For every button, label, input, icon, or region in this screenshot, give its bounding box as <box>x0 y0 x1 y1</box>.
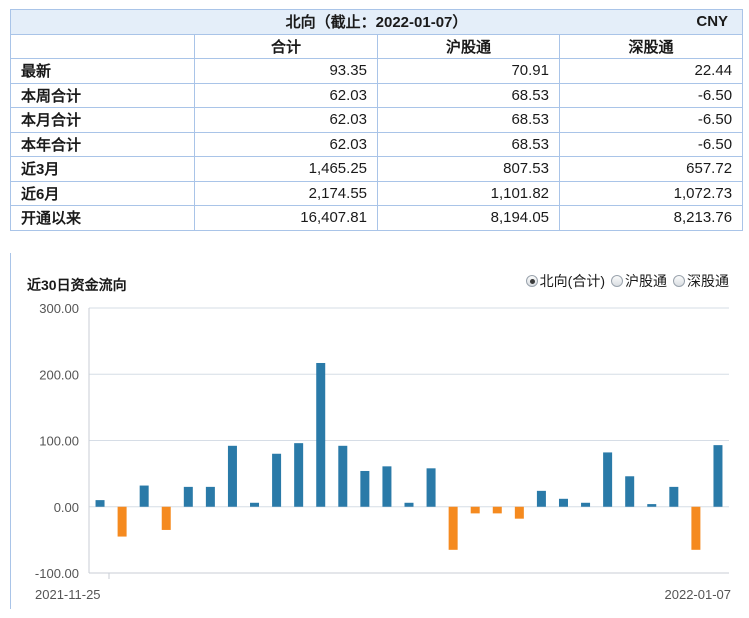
cell-total: 16,407.81 <box>194 205 378 231</box>
series-radio-group: 北向(合计) 沪股通 深股通 <box>525 271 729 291</box>
row-label: 本月合计 <box>10 107 195 133</box>
row-label: 开通以来 <box>10 205 195 231</box>
row-label: 最新 <box>10 58 195 84</box>
bar <box>603 452 613 507</box>
cell-total: 62.03 <box>194 107 378 133</box>
cell-total: 1,465.25 <box>194 156 378 182</box>
radio-unchecked-icon[interactable] <box>611 275 623 287</box>
cell-total: 93.35 <box>194 58 378 84</box>
cell-total: 62.03 <box>194 131 378 157</box>
bar <box>117 506 127 537</box>
column-header-total: 合计 <box>194 33 378 59</box>
cell-shanghai: 807.53 <box>377 156 560 182</box>
radio-shanghai[interactable]: 沪股通 <box>611 271 667 291</box>
radio-north-total[interactable]: 北向(合计) <box>525 271 605 291</box>
radio-unchecked-icon[interactable] <box>673 275 685 287</box>
bar <box>227 445 237 507</box>
table-title-row: 北向（截止：2022-01-07） CNY <box>9 9 744 35</box>
cell-shenzhen: -6.50 <box>558 131 744 157</box>
column-header-shenzhen: 深股通 <box>558 33 744 59</box>
row-label: 本年合计 <box>10 131 195 157</box>
y-tick-label: 100.00 <box>39 434 79 449</box>
northbound-flow-table: 北向（截止：2022-01-07） CNY 合计 沪股通 深股通 最新 93.3… <box>9 9 744 231</box>
table-row: 开通以来 16,407.81 8,194.05 8,213.76 <box>10 205 744 231</box>
bar <box>514 506 524 519</box>
row-label: 近3月 <box>10 156 195 182</box>
y-tick-label: -100.00 <box>35 566 79 581</box>
currency-label: CNY <box>696 13 729 30</box>
radio-shenzhen[interactable]: 深股通 <box>673 271 729 291</box>
cell-shenzhen: 22.44 <box>558 58 744 84</box>
row-label: 本周合计 <box>10 82 195 108</box>
bar <box>382 466 392 507</box>
bar <box>404 502 414 507</box>
table-row: 本年合计 62.03 68.53 -6.50 <box>10 131 744 157</box>
bar <box>338 445 348 507</box>
cell-shanghai: 68.53 <box>377 82 560 108</box>
y-tick-label: 300.00 <box>39 301 79 316</box>
cell-total: 2,174.55 <box>194 180 378 206</box>
table-row: 本月合计 62.03 68.53 -6.50 <box>10 107 744 133</box>
bar <box>448 506 458 550</box>
bar <box>95 500 105 507</box>
cell-total: 62.03 <box>194 82 378 108</box>
table-title-cell: 北向（截止：2022-01-07） CNY <box>9 9 744 35</box>
bar <box>492 506 502 514</box>
table-row: 近3月 1,465.25 807.53 657.72 <box>10 156 744 182</box>
bar <box>250 502 260 507</box>
bar <box>272 453 282 507</box>
bar <box>183 486 193 507</box>
bar <box>713 445 723 507</box>
northbound-panel: 北向（截止：2022-01-07） CNY 合计 沪股通 深股通 最新 93.3… <box>9 9 744 609</box>
cell-shanghai: 1,101.82 <box>377 180 560 206</box>
bar <box>625 476 635 507</box>
radio-label[interactable]: 沪股通 <box>625 273 667 289</box>
column-header-blank <box>10 33 195 59</box>
table-row: 近6月 2,174.55 1,101.82 1,072.73 <box>10 180 744 206</box>
bar <box>669 486 679 507</box>
chart-panel: 300.00 200.00 100.00 0.00 -100.00 2021-11-25 2… <box>10 253 741 609</box>
bar <box>161 506 171 530</box>
table-title: 北向（截止：2022-01-07） <box>285 14 468 32</box>
radio-checked-icon[interactable] <box>525 275 538 287</box>
radio-label[interactable]: 北向(合计) <box>539 273 605 289</box>
y-tick-label: 0.00 <box>54 500 79 515</box>
bar <box>536 490 546 507</box>
cell-shanghai: 68.53 <box>377 131 560 157</box>
cell-shanghai: 8,194.05 <box>377 205 560 231</box>
x-end-label: 2022-01-07 <box>665 587 732 602</box>
bar <box>470 506 480 514</box>
bar <box>647 504 657 507</box>
flow-bar-chart: 300.00 200.00 100.00 0.00 -100.00 2021-11-25 2… <box>35 301 732 602</box>
bar <box>558 498 568 507</box>
row-label: 近6月 <box>10 180 195 206</box>
radio-label[interactable]: 深股通 <box>687 273 729 289</box>
bar <box>581 502 591 507</box>
bar <box>205 486 215 507</box>
cell-shenzhen: 8,213.76 <box>558 205 744 231</box>
cell-shenzhen: 1,072.73 <box>558 180 744 206</box>
cell-shanghai: 68.53 <box>377 107 560 133</box>
x-start-label: 2021-11-25 <box>35 587 101 602</box>
cell-shenzhen: -6.50 <box>558 82 744 108</box>
y-tick-label: 200.00 <box>39 367 79 382</box>
cell-shanghai: 70.91 <box>377 58 560 84</box>
bar <box>360 470 370 507</box>
bar <box>294 443 304 507</box>
chart-title: 近30日资金流向 <box>27 277 127 293</box>
bar <box>316 362 326 507</box>
table-row: 最新 93.35 70.91 22.44 <box>10 58 744 84</box>
cell-shenzhen: -6.50 <box>558 107 744 133</box>
bar <box>426 468 436 507</box>
bar <box>139 485 149 507</box>
bar <box>691 506 701 550</box>
cell-shenzhen: 657.72 <box>558 156 744 182</box>
column-header-shanghai: 沪股通 <box>377 33 560 59</box>
table-header-row: 合计 沪股通 深股通 <box>10 33 744 59</box>
table-row: 本周合计 62.03 68.53 -6.50 <box>10 82 744 108</box>
